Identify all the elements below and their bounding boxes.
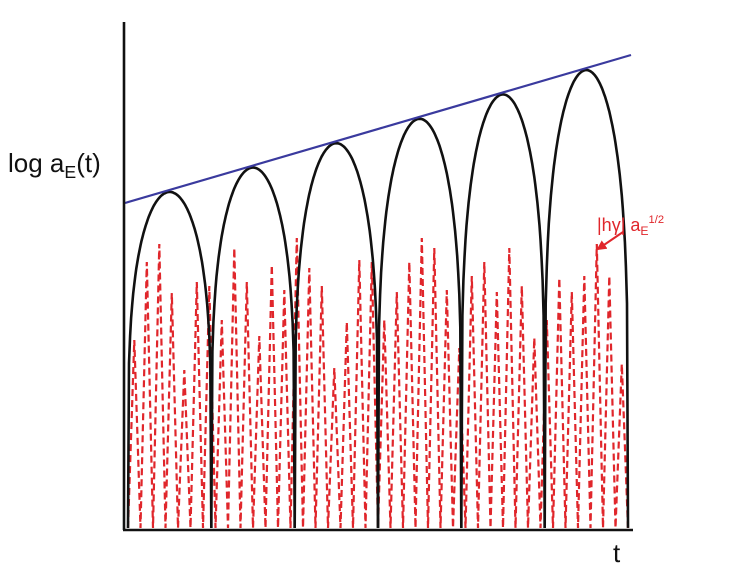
annotation-arrow (596, 231, 624, 251)
envelope-line (124, 53, 632, 205)
y-axis-label: log aE(t) (8, 148, 101, 183)
red-series-label: |hγ| aE1/2 (597, 214, 665, 239)
arch-6 (543, 68, 630, 529)
arch-4 (376, 117, 463, 529)
arch-1 (126, 190, 213, 529)
arch-5 (460, 93, 546, 529)
black-arches (126, 68, 630, 529)
arch-2 (210, 166, 296, 529)
arch-3 (293, 141, 380, 529)
x-axis-label: t (613, 538, 621, 568)
